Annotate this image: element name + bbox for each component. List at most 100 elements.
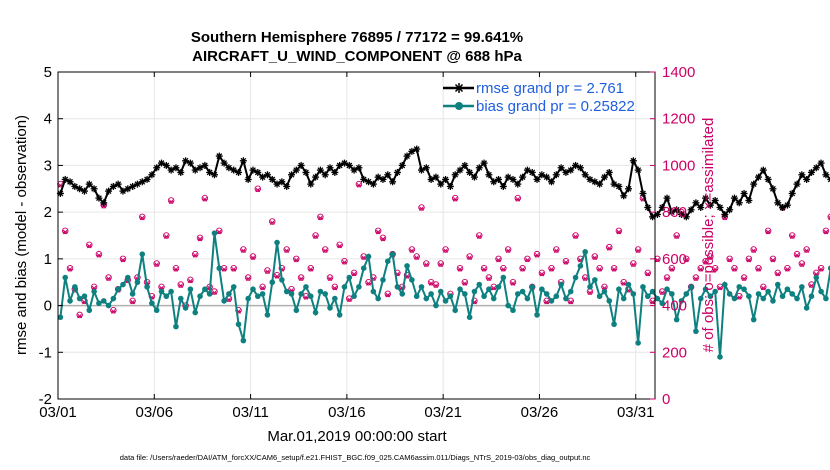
bias-point — [384, 258, 391, 264]
obs-possible-point — [533, 250, 541, 258]
obs-possible-point — [384, 290, 392, 298]
obs-possible-point — [293, 255, 300, 263]
obs-possible-point — [745, 255, 753, 263]
obs-possible-point — [268, 218, 276, 225]
rmse-point — [783, 201, 791, 209]
rmse-point — [239, 157, 247, 165]
rmse-point — [509, 175, 517, 183]
bias-point — [409, 277, 415, 283]
obs-possible-point — [76, 311, 83, 319]
obs-possible-point — [119, 255, 127, 263]
obs-assimilated-point — [818, 267, 824, 272]
rmse-point — [389, 178, 397, 186]
rmse-point — [750, 180, 758, 188]
obs-assimilated-point — [351, 271, 357, 277]
obs-possible-point — [466, 253, 473, 260]
obs-possible-point — [500, 264, 507, 272]
obs-assimilated-point — [524, 257, 530, 263]
obs-possible-point — [418, 204, 425, 211]
obs-possible-point — [634, 246, 642, 253]
obs-possible-point — [480, 264, 488, 272]
rmse-point — [605, 168, 613, 176]
rmse-point — [466, 168, 474, 176]
bias-point — [746, 293, 752, 300]
obs-possible-point — [731, 264, 738, 272]
bias-point — [356, 284, 362, 290]
obs-assimilated-point — [409, 248, 415, 254]
rmse-point — [788, 189, 796, 197]
bias-point — [307, 293, 314, 300]
legend: rmse grand pr = 2.761 bias grand pr = 0.… — [443, 80, 635, 115]
y2-tick-label-1: 200 — [662, 344, 687, 361]
rmse-point — [225, 164, 233, 172]
bias-point — [423, 295, 430, 302]
obs-assimilated-point — [178, 283, 184, 289]
rmse-point — [254, 168, 262, 176]
rmse-point — [114, 180, 122, 188]
obs-assimilated-point — [804, 248, 810, 254]
obs-assimilated-point — [515, 196, 521, 202]
obs-assimilated-point — [823, 229, 829, 235]
bias-series — [57, 230, 830, 360]
bias-point — [149, 300, 155, 307]
rmse-point — [658, 203, 666, 211]
obs-assimilated-point — [683, 257, 689, 263]
obs-possible-point — [317, 213, 324, 221]
obs-assimilated-point — [486, 276, 492, 282]
rmse-point — [687, 206, 695, 214]
rmse-series — [56, 145, 830, 221]
rmse-point — [71, 182, 79, 190]
obs-assimilated-point — [245, 276, 251, 282]
rmse-point — [692, 199, 700, 207]
rmse-point — [263, 171, 271, 179]
bias-point — [72, 284, 78, 290]
obs-assimilated-point — [491, 285, 497, 291]
obs-assimilated-point — [154, 262, 160, 268]
bias-point — [322, 291, 329, 297]
legend-rmse-marker — [454, 83, 464, 93]
obs-assimilated-point — [226, 297, 232, 303]
rmse-point — [528, 168, 536, 176]
obs-assimilated-point — [284, 248, 290, 254]
obs-possible-point — [817, 264, 825, 272]
bias-point — [182, 305, 189, 311]
bias-point — [394, 284, 401, 290]
obs-assimilated-point — [712, 267, 718, 272]
rmse-point — [186, 159, 194, 167]
rmse-point — [600, 173, 608, 181]
obs-assimilated-point — [573, 234, 579, 239]
obs-assimilated-point — [736, 295, 742, 300]
rmse-point — [759, 166, 767, 174]
bias-point — [153, 307, 160, 314]
rmse-point — [475, 164, 483, 172]
obs-assimilated-point — [62, 229, 68, 235]
y2-tick-label-5: 1000 — [662, 157, 695, 174]
rmse-point — [639, 189, 647, 197]
rmse-point — [596, 180, 604, 188]
obs-assimilated-point — [187, 278, 193, 284]
bias-point — [404, 263, 410, 269]
rmse-point — [514, 180, 522, 188]
bias-point — [726, 291, 733, 297]
bias-point — [197, 293, 203, 300]
obs-assimilated-point — [592, 255, 598, 261]
rmse-point — [312, 173, 320, 181]
obs-assimilated-point — [221, 267, 227, 272]
bias-point — [255, 293, 261, 300]
obs-possible-point — [432, 281, 440, 288]
obs-assimilated-point — [255, 187, 261, 193]
bias-point — [375, 295, 381, 302]
rmse-point — [581, 171, 589, 179]
obs-possible-point — [548, 264, 555, 272]
bias-point — [813, 274, 820, 281]
x-tick-label-1: 03/06 — [136, 404, 174, 421]
obs-assimilated-point — [500, 267, 506, 272]
rmse-point — [817, 159, 825, 167]
obs-possible-point — [264, 267, 271, 274]
obs-possible-point — [764, 227, 772, 235]
rmse-point — [437, 180, 445, 188]
y-axis-label: rmse and bias (model - observation) — [13, 115, 30, 355]
rmse-point — [827, 176, 830, 183]
x-axis-ticks: 03/01 03/06 03/11 03/16 03/21 03/26 03/31 — [39, 72, 655, 421]
bias-point — [755, 291, 762, 297]
